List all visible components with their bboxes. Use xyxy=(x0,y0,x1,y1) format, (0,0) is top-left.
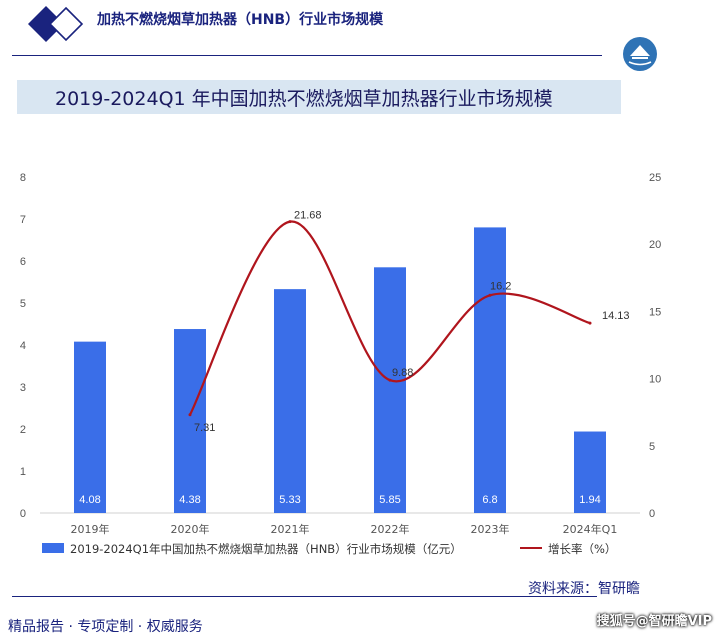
bar xyxy=(174,329,206,513)
y-left-tick-label: 3 xyxy=(20,382,26,394)
x-tick-label: 2024年Q1 xyxy=(563,522,618,536)
line-point xyxy=(188,413,192,417)
legend: 2019-2024Q1年中国加热不燃烧烟草加热器（HNB）行业市场规模（亿元） 增… xyxy=(42,542,616,556)
bar xyxy=(474,227,506,513)
y-left-tick-label: 2 xyxy=(20,424,26,436)
y-right-tick-label: 25 xyxy=(649,172,661,184)
y-left-tick-label: 7 xyxy=(20,214,26,226)
y-left-tick-label: 5 xyxy=(20,298,26,310)
line-point xyxy=(288,220,292,224)
y-right-tick-label: 5 xyxy=(649,441,655,453)
bar xyxy=(74,341,106,513)
legend-bar-label: 2019-2024Q1年中国加热不燃烧烟草加热器（HNB）行业市场规模（亿元） xyxy=(70,542,462,556)
bar xyxy=(274,289,306,513)
x-tick-label: 2022年 xyxy=(371,522,410,536)
bar-data-label: 6.8 xyxy=(482,494,497,506)
y-left-tick-label: 6 xyxy=(20,256,26,268)
y-right-tick-label: 0 xyxy=(649,508,655,520)
line-data-label: 7.31 xyxy=(194,422,215,434)
y-right-tick-label: 15 xyxy=(649,306,661,318)
source-note: 资料来源：智研瞻 xyxy=(528,581,640,597)
y-left-tick-label: 1 xyxy=(20,466,26,478)
header-divider xyxy=(12,55,602,56)
bar-data-label: 5.85 xyxy=(379,494,400,506)
y-left-tick-label: 4 xyxy=(20,340,26,352)
line-data-label: 9.88 xyxy=(392,367,413,379)
chart-title: 2019-2024Q1 年中国加热不燃烧烟草加热器行业市场规模 xyxy=(55,88,553,110)
bar-data-label: 5.33 xyxy=(279,494,300,506)
company-logo-icon xyxy=(622,36,658,76)
line-point xyxy=(488,293,492,297)
x-tick-label: 2019年 xyxy=(71,522,110,536)
line-data-label: 21.68 xyxy=(294,210,322,222)
growth-rate-line xyxy=(189,220,591,416)
bar xyxy=(574,431,606,513)
y-left-tick-label: 8 xyxy=(20,172,26,184)
chart-title-banner xyxy=(17,80,621,114)
line-point xyxy=(388,378,392,382)
bar-data-label: 4.08 xyxy=(79,494,100,506)
line-point xyxy=(588,321,592,325)
line-data-label: 14.13 xyxy=(602,310,630,322)
x-tick-label: 2021年 xyxy=(271,522,310,536)
line-series xyxy=(188,220,592,417)
x-tick-label: 2023年 xyxy=(471,522,510,536)
line-data-label: 16.2 xyxy=(490,280,511,292)
footer-slogan: 精品报告 · 专项定制 · 权威服务 xyxy=(8,619,203,635)
y-left-tick-label: 0 xyxy=(20,508,26,520)
legend-line-label: 增长率（%） xyxy=(548,542,616,556)
bar xyxy=(374,267,406,513)
bar-data-label: 4.38 xyxy=(179,494,200,506)
legend-bar-swatch xyxy=(42,543,64,553)
footer-divider xyxy=(12,596,597,597)
data-labels: 4.08 4.38 5.33 5.85 6.8 1.94 7.31 21.68 9.88 16.2… xyxy=(79,210,629,506)
header-title: 加热不燃烧烟草加热器（HNB）行业市场规模 xyxy=(97,12,384,28)
axes: 0 1 2 3 4 5 6 7 8 0 5 10 15 20 25 2019年 2020年 2021年 2022年 2… xyxy=(20,172,661,536)
bar-data-label: 1.94 xyxy=(579,494,600,506)
diamond-logo-icon xyxy=(22,4,94,48)
y-right-tick-label: 20 xyxy=(649,239,661,251)
watermark: 搜狐号@智研瞻VIP xyxy=(596,614,712,629)
y-right-tick-label: 10 xyxy=(649,374,661,386)
bar-series xyxy=(74,227,606,513)
x-tick-label: 2020年 xyxy=(171,522,210,536)
